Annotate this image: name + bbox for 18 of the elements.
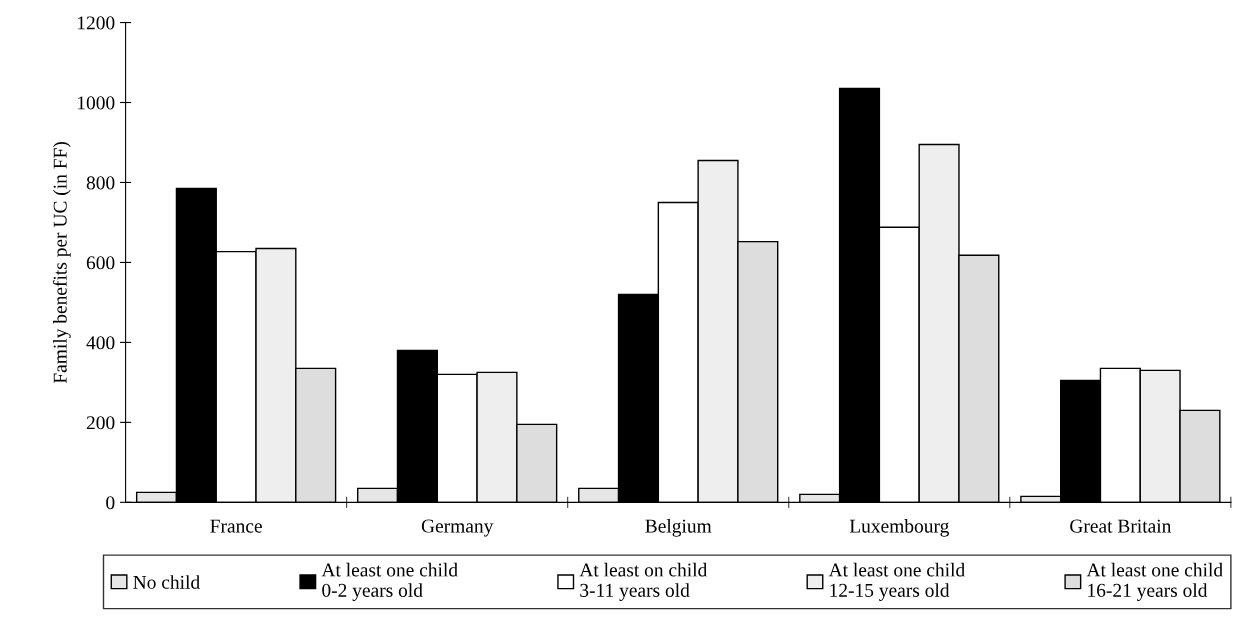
- legend-label: At least on child 3-11 years old: [579, 562, 708, 601]
- y-tick-label: 1000: [78, 96, 115, 110]
- y-tick-label: 800: [86, 176, 115, 190]
- x-tick-label: Great Britain: [1070, 519, 1172, 533]
- legend-label: No child: [133, 575, 200, 589]
- legend-label: At least one child 16-21 years old: [1086, 562, 1223, 601]
- y-tick-label: 0: [106, 496, 115, 510]
- x-tick-label: Luxembourg: [849, 518, 949, 537]
- y-tick-label: 600: [86, 256, 115, 270]
- x-tick-label: Germany: [421, 519, 494, 537]
- legend-label: At least one child 0-2 years old: [321, 562, 458, 601]
- y-axis-title: Family benefits per UC (in FF): [52, 142, 71, 384]
- y-tick-label: 1200: [78, 16, 115, 30]
- y-tick-label: 400: [86, 336, 115, 350]
- y-tick-label: 200: [86, 416, 115, 430]
- x-tick-label: Belgium: [645, 518, 712, 537]
- x-tick-label: France: [210, 519, 262, 533]
- legend-label: At least one child 12-15 years old: [828, 562, 965, 601]
